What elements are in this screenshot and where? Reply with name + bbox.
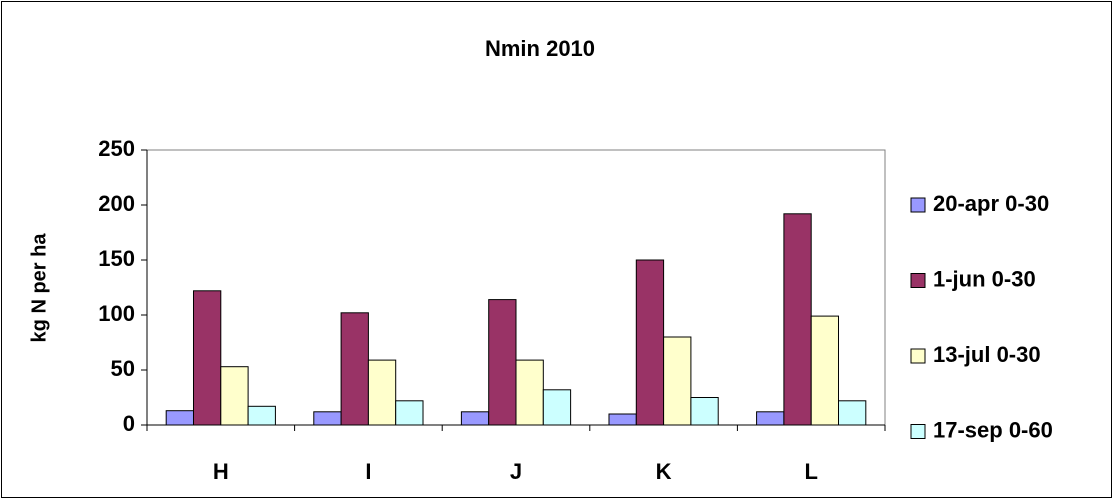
- legend-label: 1-jun 0-30: [933, 266, 1036, 291]
- bar: [192, 290, 222, 426]
- legend-label: 13-jul 0-30: [933, 342, 1041, 367]
- y-tick-label: 0: [123, 411, 135, 436]
- bar: [838, 400, 867, 426]
- y-tick-label: 50: [111, 356, 135, 381]
- bar: [340, 312, 369, 426]
- y-tick-label: 150: [98, 246, 135, 271]
- x-tick-label: L: [804, 459, 817, 484]
- bar: [690, 397, 719, 426]
- bar: [488, 299, 517, 426]
- bar: [515, 359, 544, 426]
- bar: [635, 259, 665, 426]
- bar: [247, 405, 276, 426]
- x-tick-label: H: [213, 459, 229, 484]
- bar: [608, 413, 637, 426]
- y-tick-label: 250: [98, 136, 135, 161]
- y-tick-label: 100: [98, 301, 135, 326]
- legend-swatch: [910, 273, 926, 288]
- x-tick-label: I: [365, 459, 371, 484]
- bar: [367, 359, 397, 426]
- chart-title: Nmin 2010: [485, 36, 595, 61]
- bar: [395, 400, 424, 426]
- bar: [220, 366, 249, 426]
- y-tick-label: 200: [98, 191, 135, 216]
- legend-swatch: [910, 424, 926, 439]
- y-axis-label: kg N per ha: [28, 233, 50, 343]
- bar: [810, 315, 840, 426]
- x-tick-label: J: [510, 459, 522, 484]
- bar: [663, 336, 692, 426]
- legend-swatch: [910, 197, 926, 213]
- legend-swatch: [910, 348, 926, 364]
- bar: [756, 411, 785, 426]
- x-tick-label: K: [656, 459, 672, 484]
- bar: [783, 213, 812, 426]
- legend-label: 17-sep 0-60: [933, 417, 1053, 442]
- bar: [313, 411, 342, 426]
- bar: [460, 411, 490, 426]
- bar: [165, 410, 194, 426]
- legend-label: 20-apr 0-30: [933, 191, 1049, 216]
- bar: [542, 389, 572, 426]
